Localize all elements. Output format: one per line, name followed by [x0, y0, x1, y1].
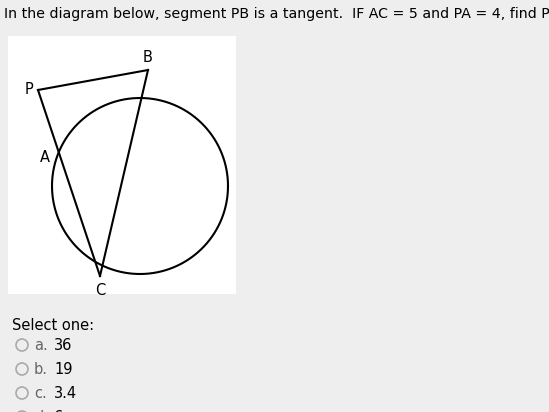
Text: C: C [95, 283, 105, 298]
Text: B: B [143, 50, 153, 65]
Text: In the diagram below, segment PB is a tangent.  IF AC = 5 and PA = 4, find PB.: In the diagram below, segment PB is a ta… [4, 7, 549, 21]
Text: Select one:: Select one: [12, 318, 94, 333]
Text: b.: b. [34, 361, 48, 377]
Text: c.: c. [34, 386, 47, 400]
Text: 3.4: 3.4 [54, 386, 77, 400]
Text: 36: 36 [54, 337, 72, 353]
Text: 6: 6 [54, 410, 63, 412]
Text: P: P [24, 82, 33, 98]
Text: A: A [40, 150, 50, 166]
Bar [8, 36, 236, 294]
Text: d.: d. [34, 410, 48, 412]
Text: a.: a. [34, 337, 48, 353]
Text: 19: 19 [54, 361, 72, 377]
